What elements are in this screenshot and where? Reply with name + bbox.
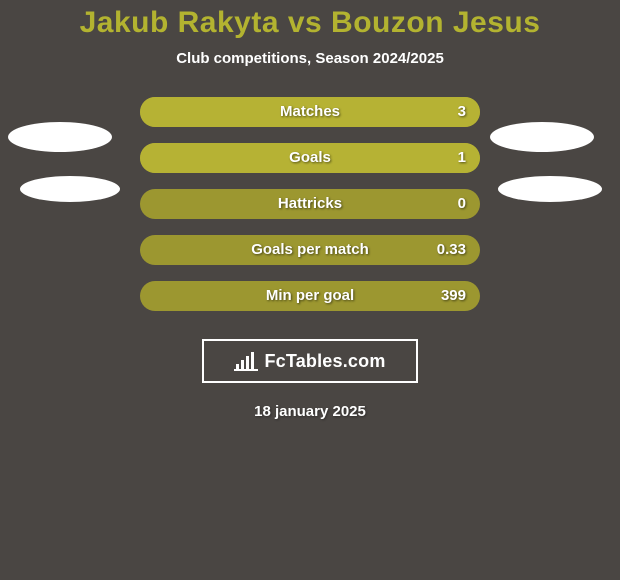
stat-value: 0 [458, 189, 466, 219]
stat-label: Goals per match [140, 235, 480, 265]
decorative-ellipse [498, 176, 602, 202]
date-line: 18 january 2025 [0, 403, 620, 420]
fctables-logo: FcTables.com [202, 339, 418, 383]
stat-row: Goals per match0.33 [0, 235, 620, 265]
stat-bar-track: Hattricks0 [140, 189, 480, 219]
stat-label: Hattricks [140, 189, 480, 219]
stat-bar-track: Min per goal399 [140, 281, 480, 311]
stat-value: 399 [441, 281, 466, 311]
stat-row: Min per goal399 [0, 281, 620, 311]
decorative-ellipse [20, 176, 120, 202]
comparison-infographic: Jakub Rakyta vs Bouzon Jesus Club compet… [0, 0, 620, 580]
subtitle: Club competitions, Season 2024/2025 [0, 50, 620, 67]
stat-label: Min per goal [140, 281, 480, 311]
stat-bar-track: Goals per match0.33 [140, 235, 480, 265]
logo-text: FcTables.com [264, 351, 385, 372]
decorative-ellipse [8, 122, 112, 152]
stat-bar-track: Matches3 [140, 97, 480, 127]
stat-bar-fill [140, 143, 480, 173]
bar-chart-icon [234, 351, 258, 371]
stat-bar-fill [140, 97, 480, 127]
page-title: Jakub Rakyta vs Bouzon Jesus [0, 0, 620, 40]
stat-bar-track: Goals1 [140, 143, 480, 173]
stat-value: 0.33 [437, 235, 466, 265]
decorative-ellipse [490, 122, 594, 152]
